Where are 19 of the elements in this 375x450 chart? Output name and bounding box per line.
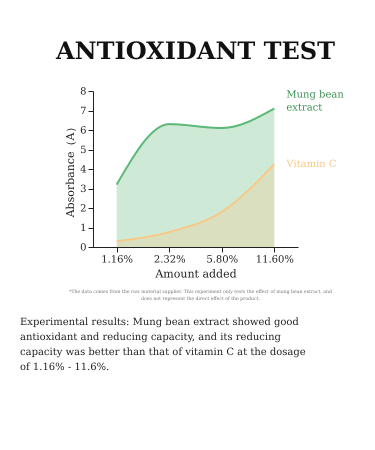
y-axis-title: Absorbance（A） <box>64 122 78 218</box>
y-tick-label: 2 <box>80 204 86 214</box>
y-tick-label: 3 <box>80 184 86 195</box>
x-tick-label: 2.32% <box>154 254 186 266</box>
y-tick-label: 7 <box>80 106 86 117</box>
series-label: Mung bean extract <box>286 90 344 114</box>
y-tick-label: 0 <box>80 242 86 254</box>
text: Experimental results: Mung bean extract showed good antioxidant and reducing capacity, and its reducing capacity was better than that of vitamin C at the dosage of 1.16% - 11.6%. <box>20 317 306 373</box>
series-label: Vitamin C <box>285 159 337 170</box>
y-tick-label: 8 <box>80 86 86 98</box>
x-axis-title: Amount added <box>154 268 237 280</box>
y-tick-label: 5 <box>80 145 86 156</box>
y-tick-label: 1 <box>80 223 86 234</box>
x-tick-label: 11.60% <box>256 254 294 266</box>
x-tick-label: 5.80% <box>206 254 238 266</box>
y-tick-label: 6 <box>80 126 86 136</box>
chart-title: ANTIOXIDANT TEST <box>55 36 336 65</box>
x-tick-label: 1.16% <box>101 254 134 266</box>
y-tick-label: 4 <box>80 164 86 176</box>
